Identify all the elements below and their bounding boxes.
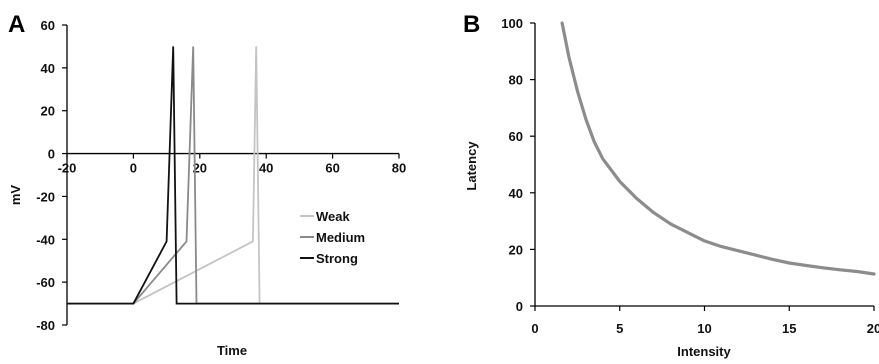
panel-b-axes: 100 80 60 40 20 00 5 10 15 20 (501, 16, 879, 336)
panel-a-series (67, 46, 399, 305)
panel-b-series (560, 21, 876, 276)
panel-a-x-tick-label: 80 (392, 161, 406, 176)
panel-b-xlabel: Intensity (677, 344, 731, 359)
panel-b-label: B (463, 11, 480, 38)
panel-a-y-tick-label: 60 (41, 18, 55, 33)
panel-a-legend-label: Medium (316, 230, 365, 245)
panel-a-y-tick-label: -20 (36, 189, 55, 204)
panel-a-x-tick-label: -20 (58, 161, 77, 176)
panel-a-y-tick-label: 20 (41, 104, 55, 119)
panel-b-x-tick-label: 15 (782, 321, 796, 336)
panel-a-series-line (67, 46, 399, 305)
panel-b-y-tick-label: 100 (501, 16, 523, 31)
panel-b-x-tick-label: 10 (697, 321, 711, 336)
panel-a-y-tick-label: -40 (36, 232, 55, 247)
panel-a-x-tick-label: 0 (130, 161, 137, 176)
panel-b-ylabel: Latency (464, 141, 479, 191)
panel-b-x-tick-label: 0 (531, 321, 538, 336)
panel-a-legend: Weak Medium Strong (300, 209, 365, 266)
panel-b-chart: B Latency Intensity 100 80 60 40 20 00 5 10 15 20 (463, 11, 879, 359)
panel-a-y-tick-label: 0 (48, 147, 55, 162)
panel-b-y-tick-label: 20 (509, 242, 523, 257)
panel-a-legend-label: Strong (316, 251, 358, 266)
panel-a-legend-label: Weak (316, 209, 350, 224)
panel-a-label: A (8, 11, 25, 38)
panel-a-xlabel: Time (217, 343, 247, 358)
panel-b-x-tick-label: 5 (616, 321, 623, 336)
panel-b-y-tick-label: 40 (509, 186, 523, 201)
panel-b-y-tick-label: 80 (509, 73, 523, 88)
panel-b-y-tick-label: 60 (509, 129, 523, 144)
panel-a-x-tick-label: 20 (193, 161, 207, 176)
panel-a-x-tick-label: 60 (325, 161, 339, 176)
panel-b-y-tick-label: 0 (516, 299, 523, 314)
panel-a-y-tick-label: -60 (36, 275, 55, 290)
panel-b-x-tick-label: 20 (867, 321, 879, 336)
panel-a-x-tick-label: 40 (259, 161, 273, 176)
panel-a-y-tick-label: -80 (36, 318, 55, 333)
panel-b-series-line (560, 21, 876, 276)
panel-a-y-tick-label: 40 (41, 61, 55, 76)
panel-a-ylabel: mV (8, 185, 23, 206)
